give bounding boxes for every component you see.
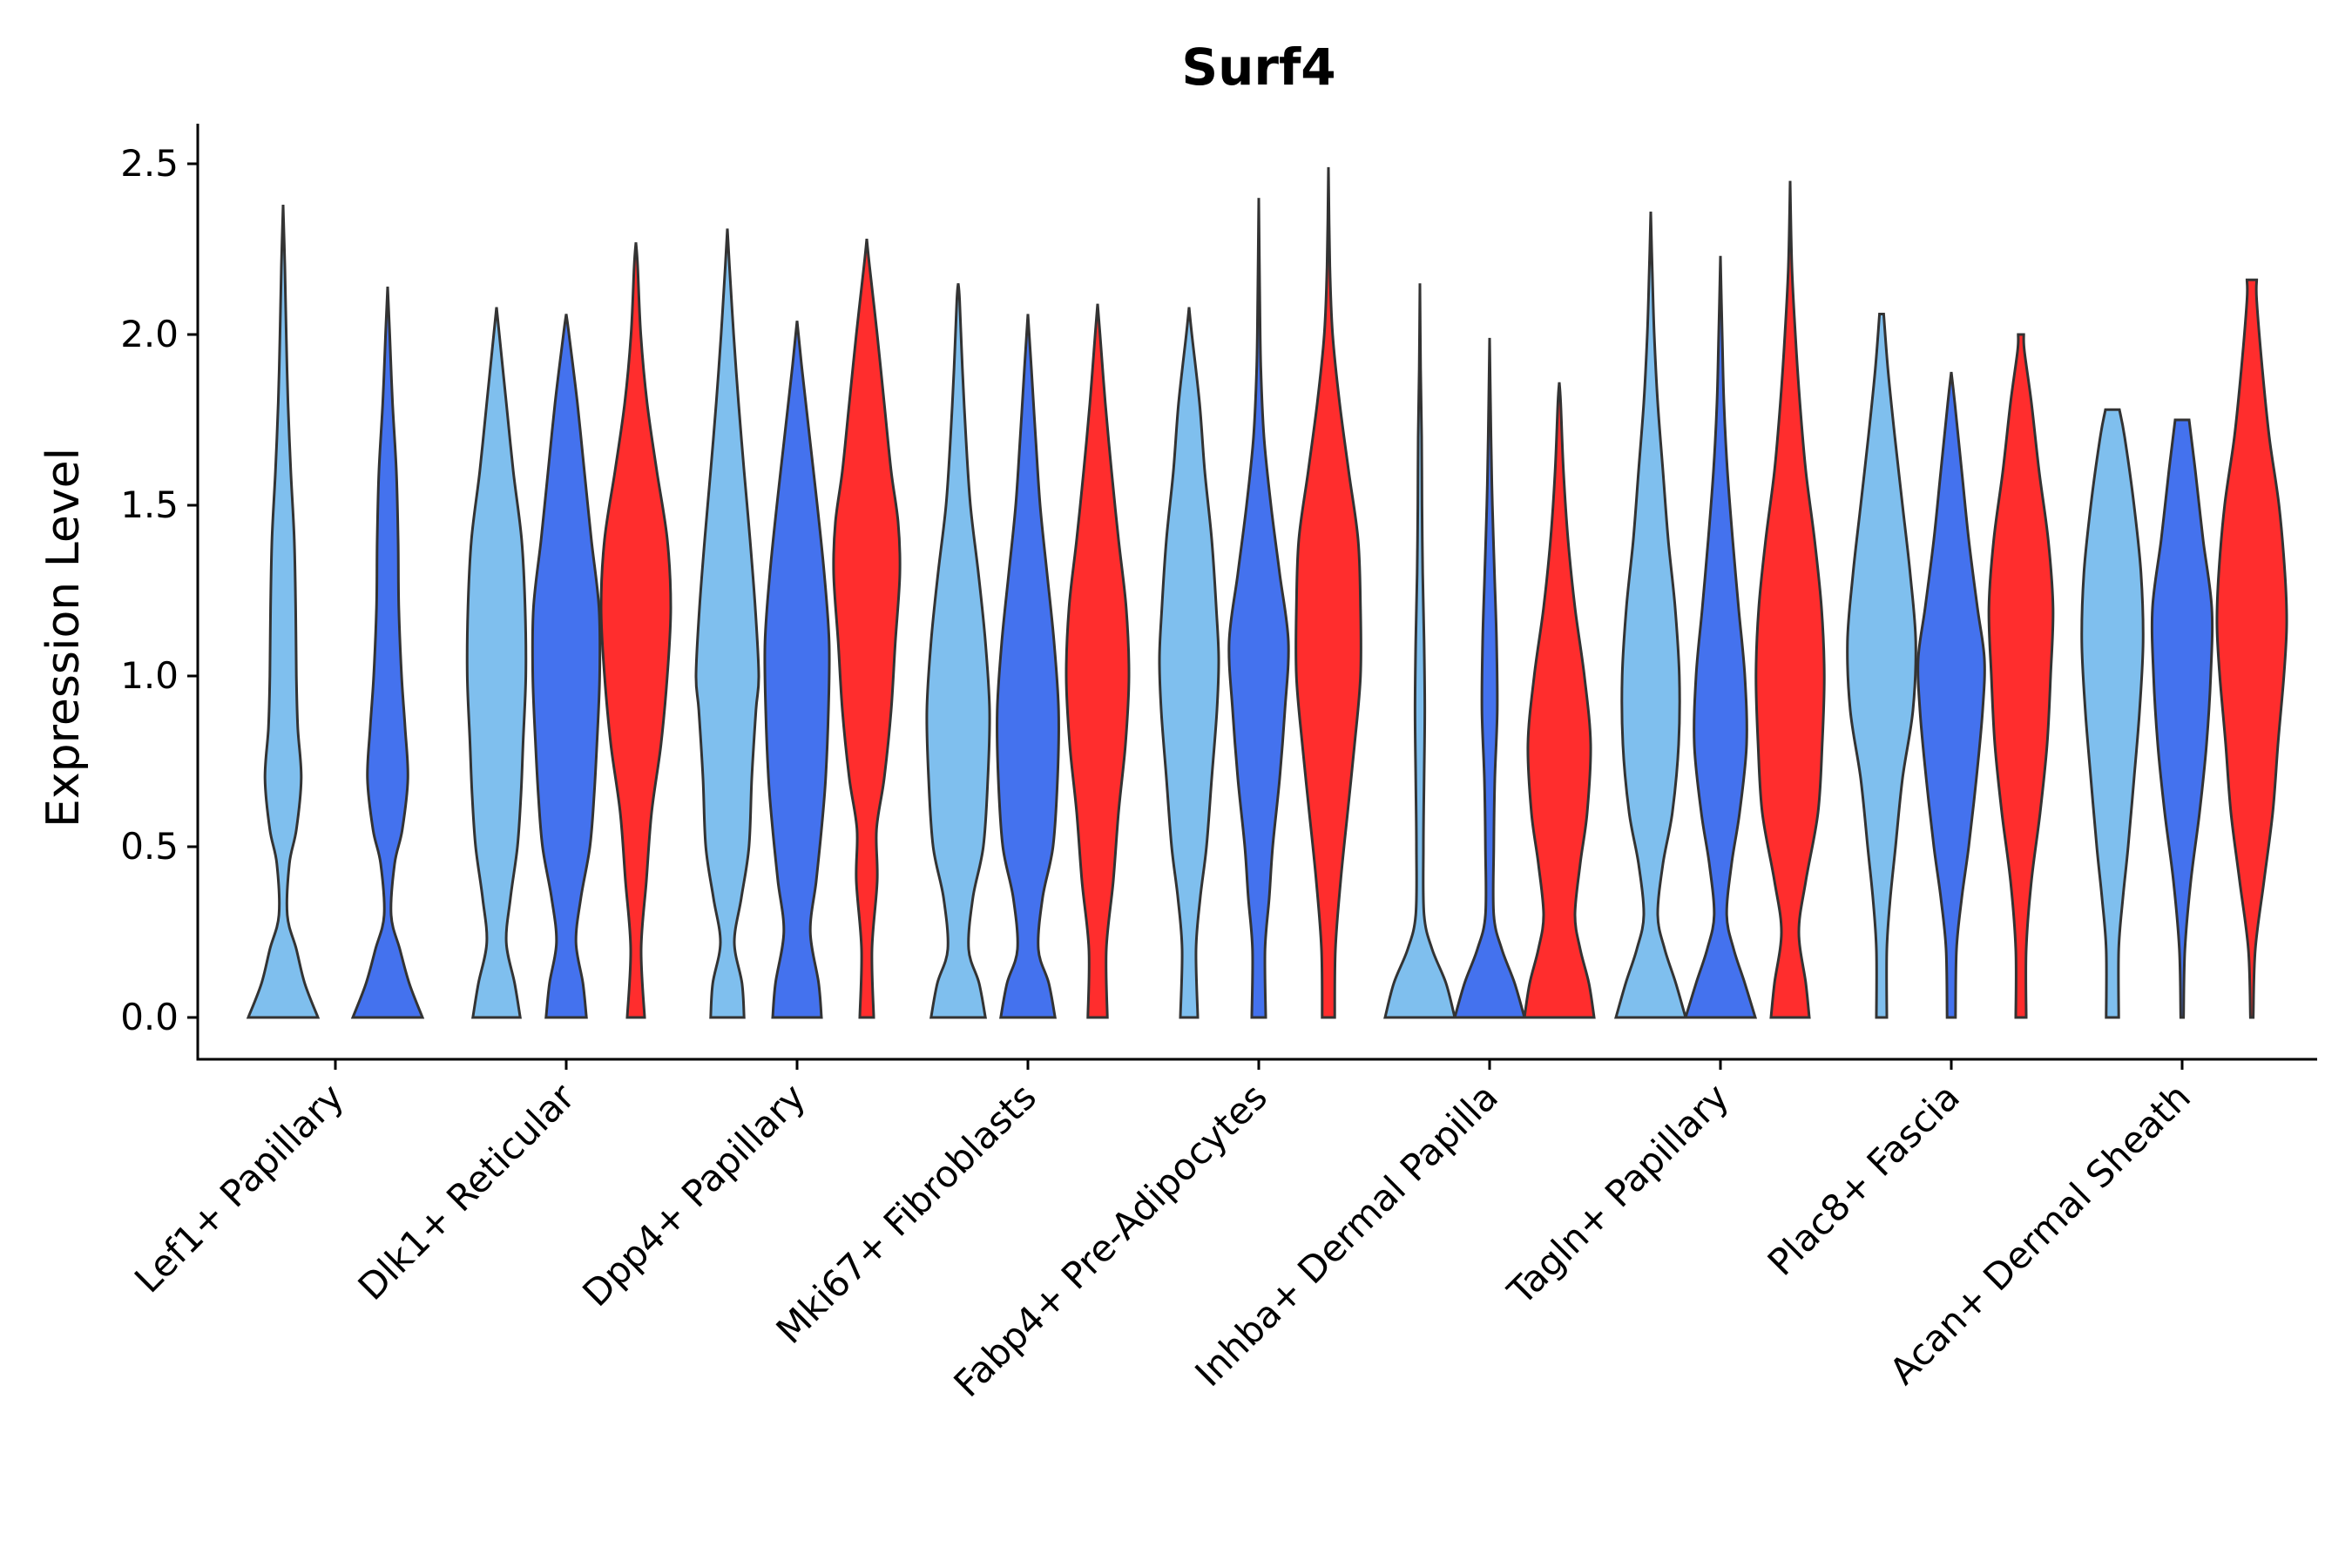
violin-7-2 [1987, 333, 2055, 1019]
violin-3-2 [1064, 303, 1131, 1019]
violin-1-0 [465, 307, 528, 1019]
x-tick-label: Dpp4+ Papillary [574, 1075, 814, 1315]
x-tick-label: Mki67+ Fibroblasts [768, 1075, 1044, 1351]
violin-7-0 [1846, 313, 1917, 1019]
violin-2-1 [763, 321, 831, 1019]
violin-0-1 [350, 287, 425, 1019]
violin-4-0 [1158, 307, 1220, 1019]
y-tick-label: 0.5 [120, 825, 179, 868]
violin-8-2 [2215, 278, 2288, 1019]
y-tick-label: 2.5 [120, 142, 179, 185]
violin-7-1 [1916, 371, 1986, 1019]
violin-6-0 [1613, 211, 1688, 1019]
violin-5-1 [1452, 337, 1527, 1019]
violin-1-2 [599, 242, 672, 1019]
violin-3-0 [925, 283, 991, 1019]
chart-title: Surf4 [1181, 37, 1335, 97]
x-tick-label: Plac8+ Fascia [1760, 1075, 1968, 1283]
y-tick-label: 0.0 [120, 996, 179, 1038]
y-axis-ticks: 0.0 0.5 1.0 1.5 2.0 2.5 [120, 142, 198, 1038]
y-tick-label: 1.5 [120, 483, 179, 526]
violin-6-1 [1683, 255, 1758, 1019]
violin-5-2 [1523, 382, 1596, 1019]
violin-5-0 [1383, 283, 1456, 1019]
violin-4-2 [1294, 166, 1362, 1019]
violins [246, 166, 2288, 1019]
violin-3-1 [996, 314, 1060, 1019]
y-tick-label: 2.0 [120, 313, 179, 355]
violin-6-2 [1754, 180, 1826, 1019]
x-tick-label: Tagln+ Papillary [1499, 1075, 1737, 1313]
x-tick-label: Lef1+ Papillary [126, 1075, 352, 1301]
x-tick-label: Dlk1+ Reticular [350, 1075, 584, 1308]
violin-4-1 [1227, 198, 1290, 1019]
violin-8-0 [2080, 408, 2145, 1019]
violin-2-2 [832, 239, 902, 1019]
violin-8-1 [2150, 418, 2214, 1019]
violin-0-0 [246, 204, 321, 1019]
violin-1-1 [531, 314, 602, 1019]
violin-2-0 [694, 228, 760, 1019]
y-axis-label: Expression Level [37, 448, 90, 828]
y-tick-label: 1.0 [120, 654, 179, 697]
